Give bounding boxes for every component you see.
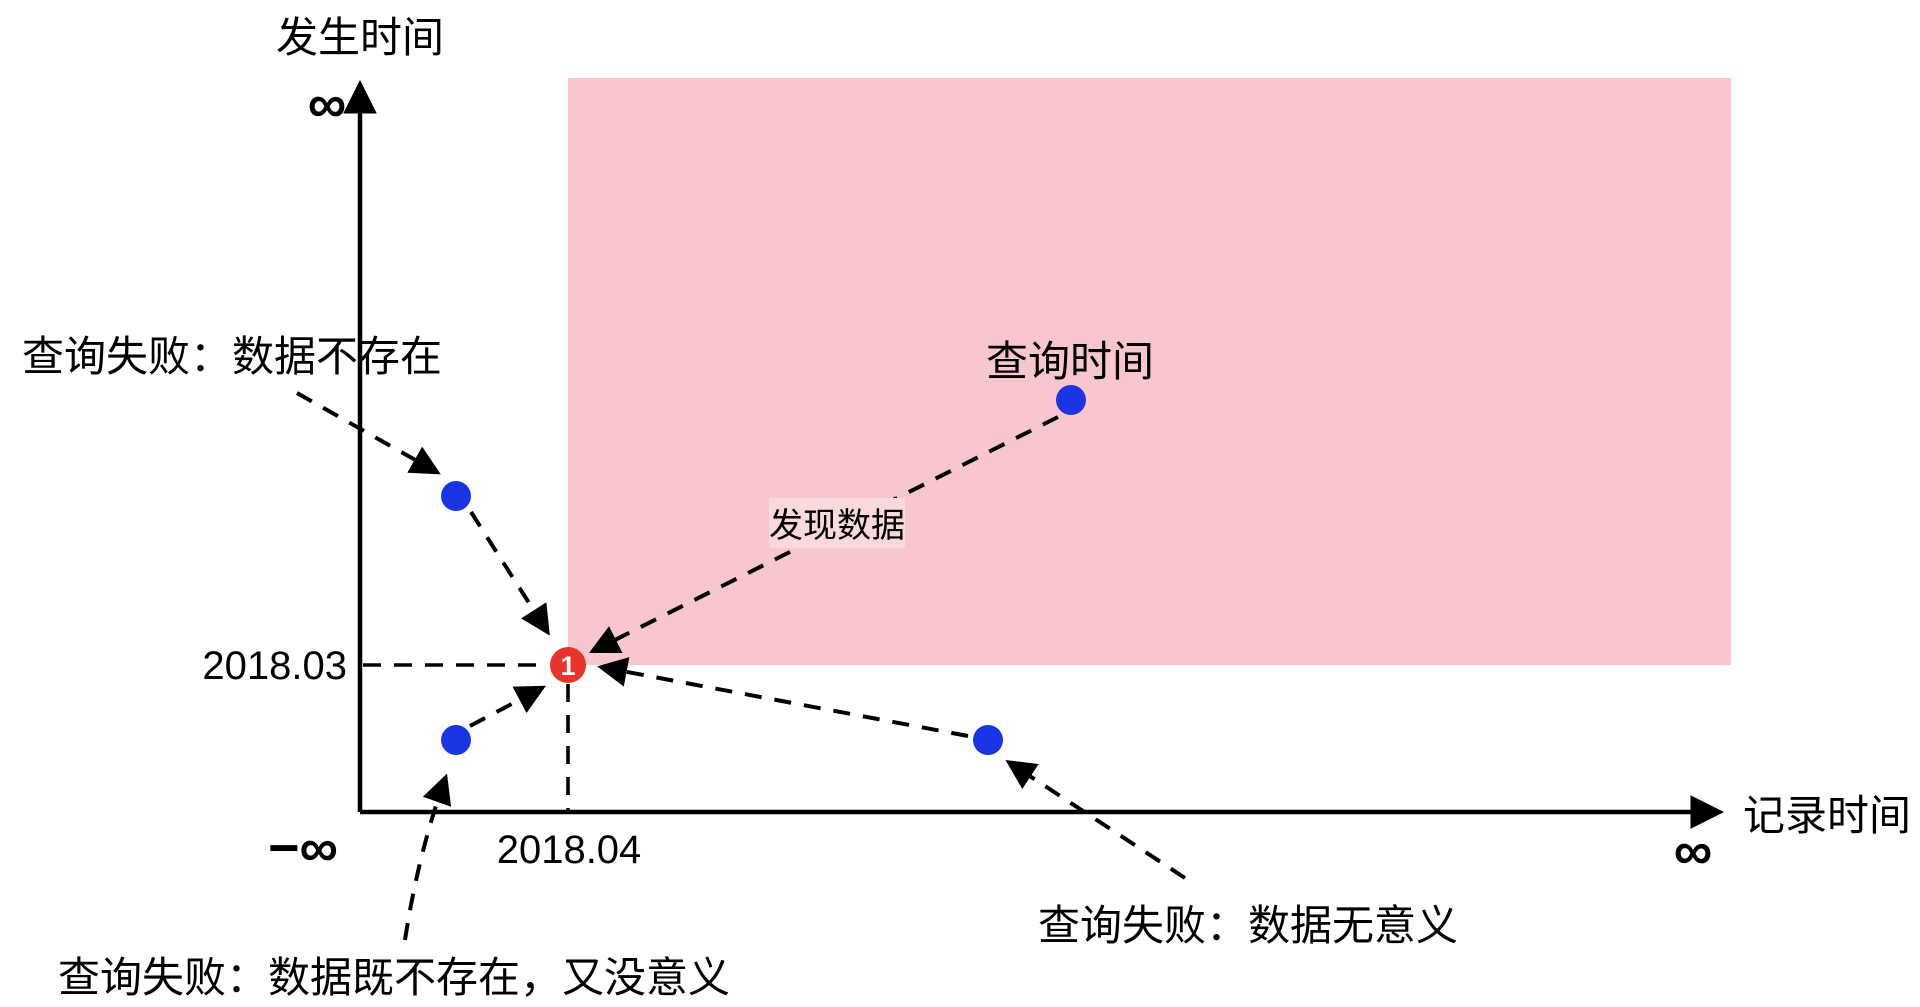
arrow-meaningless-dot-to-record-point [597,657,969,738]
record-point-dot [550,647,586,683]
arrow-both-dot-to-record-point [469,685,546,728]
arrow-label-to-both-dot [403,773,452,941]
arrow-label-to-notexist-dot [296,391,441,475]
discover-data-label: 发现数据 [769,507,905,545]
record-point-badge: 1 [560,651,575,681]
x-axis-title: 记录时间 [1743,792,1911,839]
query-point-meaningless-dot [973,725,1003,755]
y-axis-title: 发生时间 [276,14,444,61]
discover-data-label-bg [769,498,905,548]
arrow-querytime-to-record-point [588,415,1059,654]
x-axis-infinity-label: ∞ [1674,821,1713,881]
label-query-fail-meaningless: 查询失败：数据无意义 [1038,902,1458,949]
arrow-notexist-dot-to-record-point [469,510,550,636]
y-tick-2018-03: 2018.03 [202,644,347,688]
query-point-not-exist-dot [441,481,471,511]
x-tick-2018-04: 2018.04 [497,828,642,872]
origin-neg-infinity-label: −∞ [268,818,338,878]
arrow-label-to-meaningless-dot [1005,760,1187,880]
label-query-fail-both: 查询失败：数据既不存在，又没意义 [58,954,730,1001]
query-time-dot [1056,385,1086,415]
query-point-both-fail-dot [441,725,471,755]
label-query-time: 查询时间 [986,338,1154,385]
label-query-fail-not-exist: 查询失败：数据不存在 [22,333,442,380]
y-axis-infinity-label: ∞ [308,74,347,134]
